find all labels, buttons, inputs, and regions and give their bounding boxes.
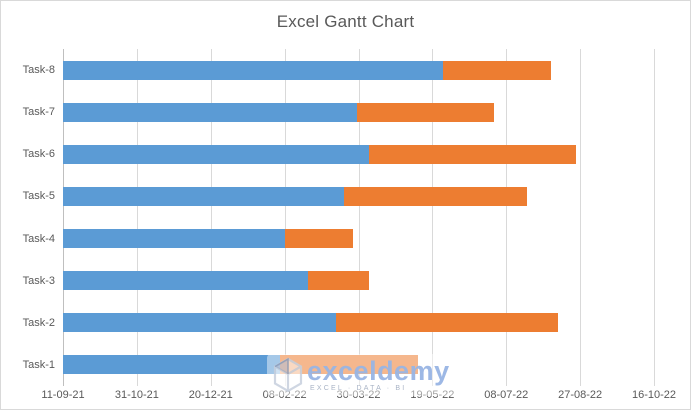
major-gridline: [654, 49, 655, 386]
task-row: [63, 302, 654, 344]
task-bar: [63, 102, 495, 122]
major-gridline: [432, 49, 434, 386]
task-bar-duration-segment[interactable]: [284, 229, 353, 249]
major-gridline: [580, 49, 582, 386]
major-gridline: [358, 49, 360, 386]
task-bar-duration-segment[interactable]: [343, 186, 527, 206]
task-row: [63, 218, 654, 260]
task-row: [63, 91, 654, 133]
task-bar: [63, 186, 527, 206]
date-axis-tick-label: 20-12-21: [188, 389, 233, 401]
date-axis-tick-label: 11-09-21: [41, 389, 85, 401]
category-axis-tick-label: Task-4: [22, 232, 55, 245]
category-axis-tick-label: Task-3: [22, 274, 55, 287]
task-bar-duration-segment[interactable]: [308, 271, 369, 291]
category-axis-tick-label: Task-5: [22, 190, 55, 203]
task-bar-duration-segment[interactable]: [336, 313, 558, 333]
date-axis-tick-label: 08-07-22: [484, 389, 529, 401]
category-axis-tick-label: Task-7: [22, 106, 55, 119]
task-bar-start-segment[interactable]: [63, 313, 337, 333]
task-row: [63, 344, 654, 386]
task-bar-duration-segment[interactable]: [357, 102, 495, 122]
major-gridline: [136, 49, 138, 386]
task-bar: [63, 144, 576, 164]
category-axis-labels: Task-8 Task-7 Task-6 Task-5 Task-4 Task-3 Task…: [1, 49, 55, 386]
date-axis-tick-label: 31-10-21: [114, 389, 159, 401]
date-axis-tick-label: 16-10-22: [631, 389, 677, 401]
task-bar: [63, 355, 418, 375]
category-axis-tick-label: Task-8: [22, 64, 55, 77]
date-axis-labels: 11-09-21 31-10-21 20-12-21 08-02-22 30-03-22…: [1, 389, 690, 403]
date-axis-tick-label: 30-03-22: [336, 389, 381, 401]
date-axis-tick-label: 08-02-22: [262, 389, 307, 401]
date-axis-tick-label: 19-05-22: [410, 389, 455, 401]
task-bar-start-segment[interactable]: [63, 144, 369, 164]
chart-title[interactable]: Excel Gantt Chart: [276, 12, 415, 31]
task-rows-layer: [63, 49, 654, 386]
task-bar-start-segment[interactable]: [63, 102, 358, 122]
major-gridline: [506, 49, 508, 386]
date-axis-tick-label: 27-08-22: [558, 389, 603, 401]
category-axis-line: [63, 49, 64, 386]
task-bar: [63, 271, 369, 291]
task-bar: [63, 229, 353, 249]
task-bar-duration-segment[interactable]: [442, 60, 551, 80]
category-axis-tick-label: Task-6: [22, 148, 55, 161]
task-bar-start-segment[interactable]: [63, 186, 344, 206]
plot-area: [63, 49, 655, 386]
task-bar-duration-segment[interactable]: [368, 144, 576, 164]
task-bar-duration-segment[interactable]: [280, 355, 418, 375]
task-bar: [63, 313, 558, 333]
task-bar-start-segment[interactable]: [63, 355, 281, 375]
task-bar-start-segment[interactable]: [63, 229, 285, 249]
major-gridline: [284, 49, 286, 386]
category-axis-tick-label: Task-2: [22, 316, 55, 329]
task-bar-start-segment[interactable]: [63, 271, 309, 291]
major-gridline: [210, 49, 212, 386]
task-row: [63, 133, 654, 175]
task-row: [63, 260, 654, 302]
task-bar-start-segment[interactable]: [63, 60, 443, 80]
task-bar: [63, 60, 551, 80]
task-row: [63, 175, 654, 217]
category-axis-tick-label: Task-1: [22, 358, 55, 371]
task-row: [63, 49, 654, 91]
